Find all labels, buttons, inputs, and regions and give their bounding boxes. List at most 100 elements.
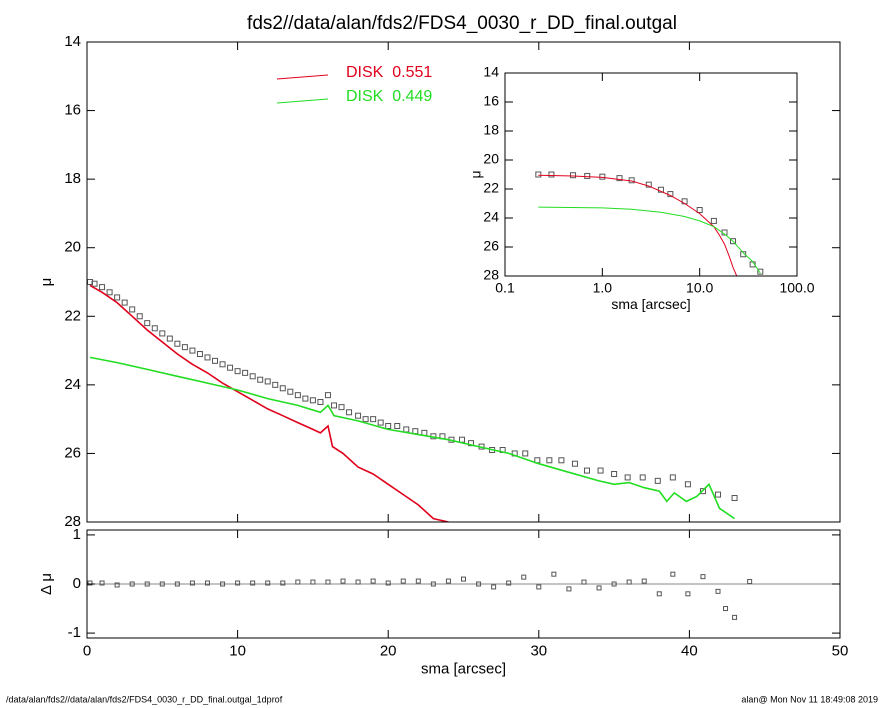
footer-left: /data/alan/fds2//data/alan/fds2/FDS4_003… bbox=[6, 694, 283, 704]
data-point bbox=[242, 369, 249, 376]
data-point bbox=[757, 268, 764, 275]
data-point bbox=[723, 606, 729, 612]
data-point bbox=[710, 217, 717, 224]
y-tick-label: 14 bbox=[64, 33, 81, 50]
x-tick-label: 30 bbox=[530, 642, 547, 659]
data-point bbox=[445, 578, 451, 584]
data-point bbox=[235, 580, 241, 586]
data-point bbox=[700, 574, 706, 580]
data-point bbox=[740, 251, 747, 258]
data-point bbox=[400, 578, 406, 584]
legend-label: DISK 0.449 bbox=[346, 88, 432, 105]
y-tick-label: 22 bbox=[483, 180, 499, 196]
model-line bbox=[89, 284, 449, 522]
data-point bbox=[362, 416, 369, 423]
data-point bbox=[181, 344, 188, 351]
data-point bbox=[340, 578, 346, 584]
model-line bbox=[89, 356, 736, 520]
y-tick-label: 22 bbox=[64, 307, 81, 324]
data-point bbox=[220, 581, 226, 587]
data-point bbox=[114, 582, 120, 588]
x-tick-label: 50 bbox=[832, 642, 849, 659]
x-tick-label: 10 bbox=[229, 642, 246, 659]
y-tick-label: 14 bbox=[483, 64, 499, 80]
x-tick-label: 20 bbox=[380, 642, 397, 659]
y-tick-label: 24 bbox=[64, 376, 81, 393]
data-point bbox=[732, 614, 738, 620]
data-point bbox=[506, 580, 512, 586]
y-tick-label: 0 bbox=[73, 575, 81, 592]
data-point bbox=[370, 578, 376, 584]
data-point bbox=[325, 579, 331, 585]
data-point bbox=[551, 571, 557, 577]
data-point bbox=[645, 181, 652, 188]
data-point bbox=[558, 457, 565, 464]
axes-frame bbox=[86, 41, 841, 523]
y-tick-label: 1 bbox=[73, 526, 81, 543]
y-tick-label: 28 bbox=[483, 267, 499, 283]
data-point bbox=[596, 585, 602, 591]
data-point bbox=[581, 579, 587, 585]
data-point bbox=[521, 574, 527, 580]
data-point bbox=[310, 579, 316, 585]
data-point bbox=[144, 320, 151, 327]
data-point bbox=[114, 294, 121, 301]
data-point bbox=[287, 388, 294, 395]
data-point bbox=[731, 495, 738, 501]
x-tick-label: 1.0 bbox=[593, 279, 613, 295]
data-point bbox=[159, 581, 165, 587]
x-axis-label: sma [arcsec] bbox=[421, 660, 506, 677]
data-point bbox=[265, 580, 271, 586]
data-point bbox=[294, 392, 301, 399]
data-point bbox=[219, 361, 226, 368]
y-tick-label: 16 bbox=[64, 102, 81, 119]
plot-area bbox=[87, 571, 840, 620]
data-point bbox=[87, 580, 93, 586]
data-point bbox=[611, 581, 617, 587]
y-tick-label: 26 bbox=[64, 444, 81, 461]
data-point bbox=[571, 460, 578, 467]
data-point bbox=[309, 397, 316, 404]
data-point bbox=[415, 578, 421, 584]
data-point bbox=[129, 581, 135, 587]
data-point bbox=[91, 280, 98, 287]
data-point bbox=[566, 586, 572, 592]
plot-area bbox=[87, 279, 738, 522]
data-point bbox=[597, 467, 604, 474]
data-point bbox=[174, 581, 180, 587]
x-tick-label: 0 bbox=[83, 642, 91, 659]
legend-swatch bbox=[276, 74, 329, 80]
y-tick-label: 20 bbox=[64, 239, 81, 256]
model-line bbox=[538, 174, 738, 276]
y-tick-label: 18 bbox=[483, 122, 499, 138]
x-tick-label: 10.0 bbox=[686, 279, 713, 295]
data-point bbox=[669, 474, 676, 481]
data-point bbox=[249, 373, 256, 380]
data-point bbox=[212, 357, 219, 364]
x-tick-label: 40 bbox=[681, 642, 698, 659]
data-point bbox=[656, 591, 662, 597]
data-point bbox=[99, 284, 106, 291]
data-point bbox=[729, 238, 736, 245]
data-point bbox=[121, 299, 128, 306]
model-line bbox=[538, 206, 761, 274]
legend-label: DISK 0.551 bbox=[346, 64, 432, 81]
chart-title: fds2//data/alan/fds2/FDS4_0030_r_DD_fina… bbox=[247, 13, 677, 34]
data-point bbox=[174, 340, 181, 347]
data-point bbox=[264, 378, 271, 385]
data-point bbox=[166, 335, 173, 342]
y-tick-label: 28 bbox=[64, 513, 81, 530]
data-point bbox=[458, 436, 465, 443]
y-tick-label: 26 bbox=[483, 238, 499, 254]
data-point bbox=[279, 385, 286, 392]
data-point bbox=[204, 354, 211, 361]
data-point bbox=[295, 579, 301, 585]
data-point bbox=[522, 450, 529, 457]
data-point bbox=[189, 347, 196, 354]
data-point bbox=[250, 580, 256, 586]
data-point bbox=[355, 579, 361, 585]
data-point bbox=[639, 474, 646, 481]
data-point bbox=[394, 423, 401, 429]
